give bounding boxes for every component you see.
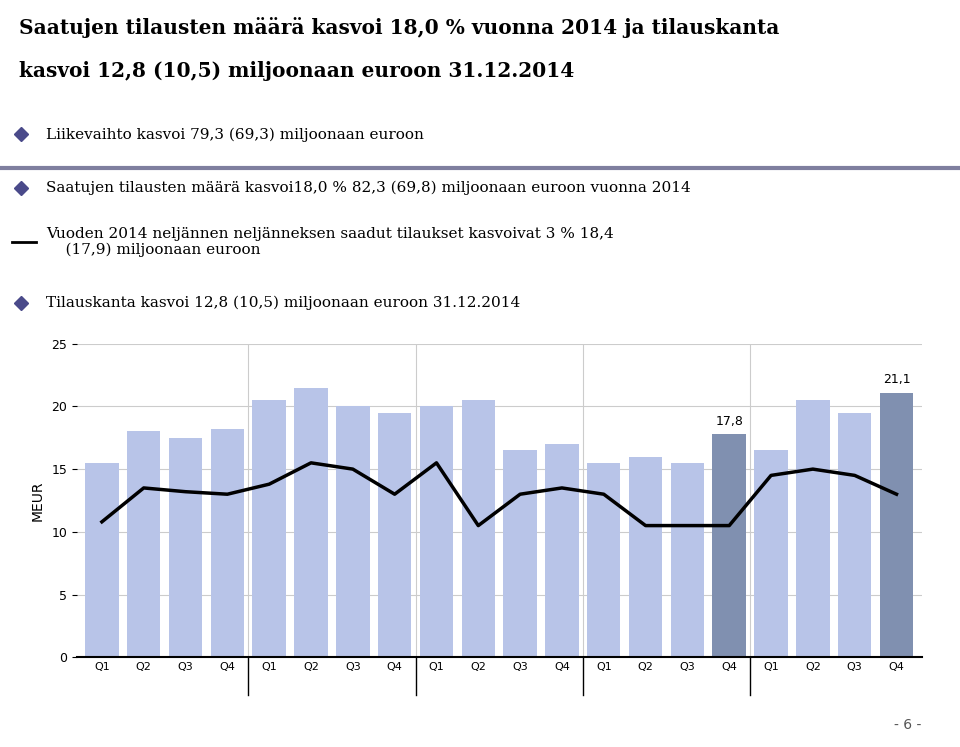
Bar (169, 438, 203, 657)
Bar (587, 463, 620, 657)
Bar (252, 400, 286, 657)
Bar (127, 432, 160, 657)
Bar (336, 406, 370, 657)
Text: Saatujen tilausten määrä kasvoi 18,0 % vuonna 2014 ja tilauskanta: Saatujen tilausten määrä kasvoi 18,0 % v… (19, 17, 780, 38)
Text: 17,8: 17,8 (715, 415, 743, 428)
Text: Vuoden 2014 neljännen neljänneksen saadut tilaukset kasvoivat 3 % 18,4
    (17,9: Vuoden 2014 neljännen neljänneksen saadu… (46, 226, 613, 258)
Bar (879, 393, 913, 657)
Bar (85, 463, 119, 657)
Bar (545, 444, 579, 657)
Bar (629, 456, 662, 657)
Bar (838, 412, 872, 657)
Bar (796, 400, 829, 657)
Text: Tilauskanta kasvoi 12,8 (10,5) miljoonaan euroon 31.12.2014: Tilauskanta kasvoi 12,8 (10,5) miljoonaa… (46, 295, 520, 310)
Bar (210, 429, 244, 657)
Bar (462, 400, 495, 657)
Bar (503, 450, 537, 657)
Text: Saatujen tilausten määrä kasvoi18,0 % 82,3 (69,8) miljoonaan euroon vuonna 2014: Saatujen tilausten määrä kasvoi18,0 % 82… (46, 181, 691, 196)
Y-axis label: MEUR: MEUR (31, 480, 44, 521)
Text: kasvoi 12,8 (10,5) miljoonaan euroon 31.12.2014: kasvoi 12,8 (10,5) miljoonaan euroon 31.… (19, 61, 575, 81)
Bar (378, 412, 412, 657)
Bar (755, 450, 788, 657)
Text: - 6 -: - 6 - (894, 718, 922, 732)
Bar (295, 388, 327, 657)
Text: 21,1: 21,1 (882, 374, 910, 386)
Bar (712, 434, 746, 657)
Legend: Liikevaihto, Tilauskanta: Liikevaihto, Tilauskanta (286, 745, 543, 747)
Text: Liikevaihto kasvoi 79,3 (69,3) miljoonaan euroon: Liikevaihto kasvoi 79,3 (69,3) miljoonaa… (46, 127, 424, 142)
Bar (420, 406, 453, 657)
Bar (671, 463, 704, 657)
